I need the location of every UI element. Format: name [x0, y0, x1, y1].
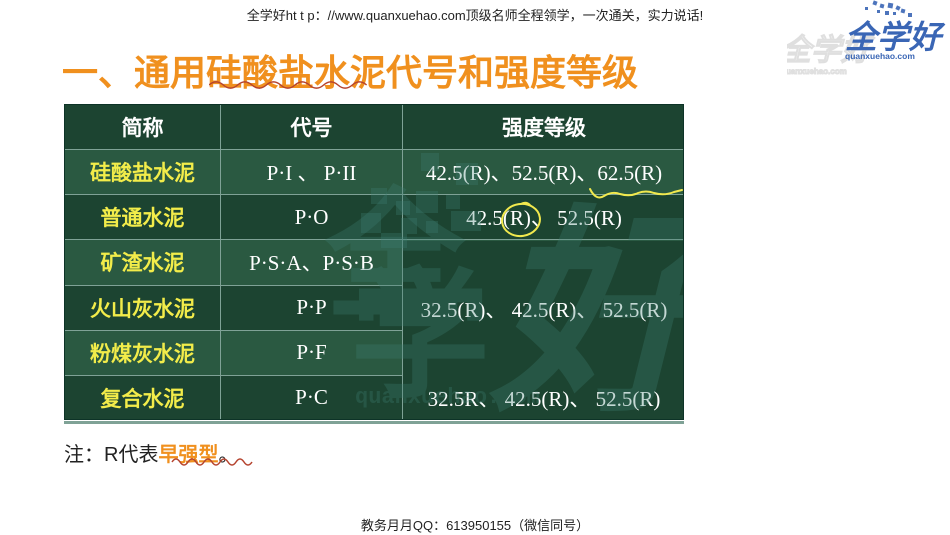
svg-text:quanxuehao.com: quanxuehao.com — [845, 51, 915, 61]
svg-text:全学好: 全学好 — [845, 19, 946, 55]
svg-text:quanxuehao.com: quanxuehao.com — [787, 67, 847, 76]
